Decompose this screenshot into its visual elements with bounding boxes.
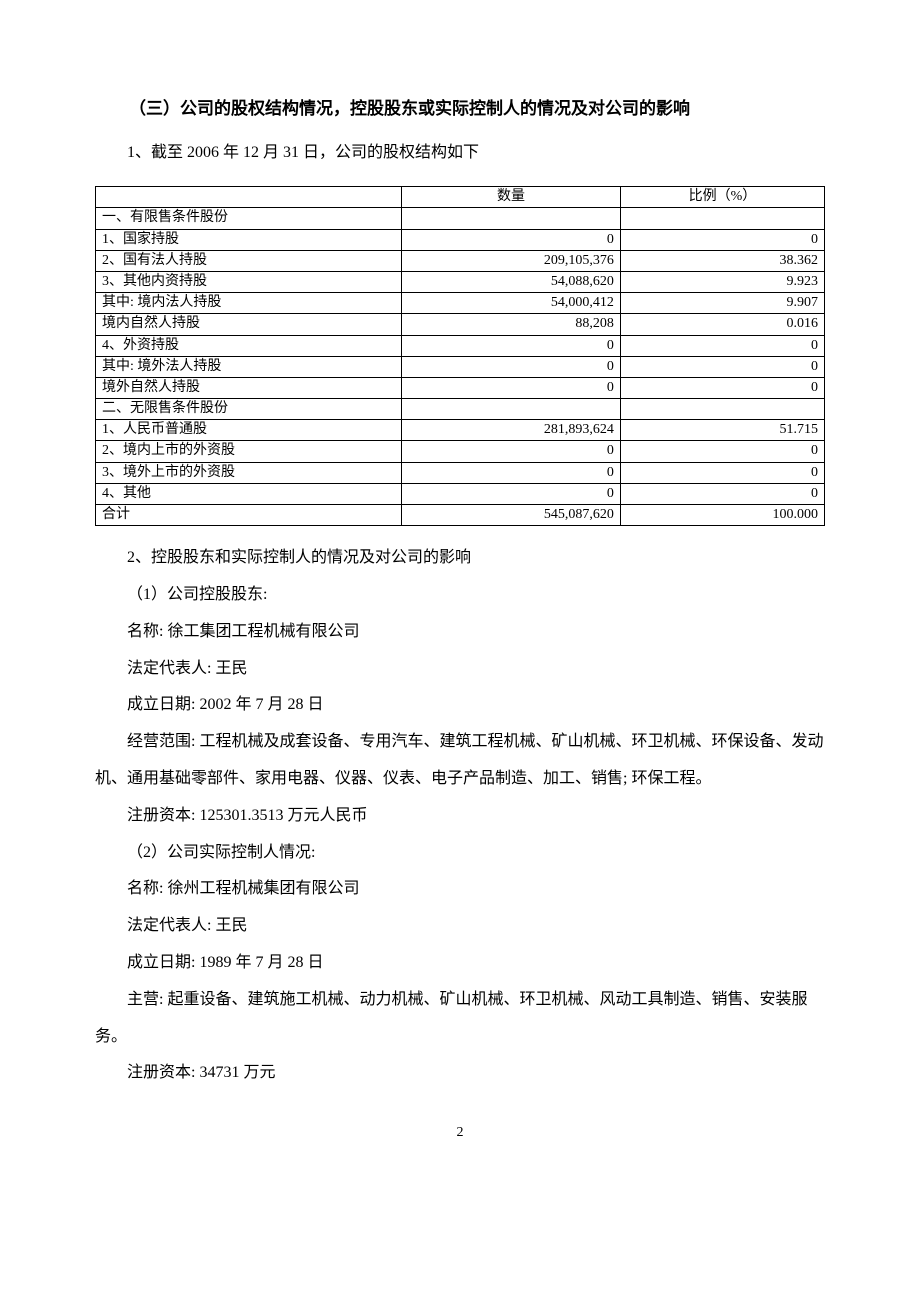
table-cell-label: 1、国家持股 [96,229,402,250]
table-cell-pct: 0 [620,356,824,377]
table-cell-qty: 54,000,412 [402,293,621,314]
table-cell-label: 一、有限售条件股份 [96,208,402,229]
table-cell-qty: 0 [402,335,621,356]
table-cell-qty: 545,087,620 [402,505,621,526]
table-cell-pct [620,208,824,229]
table-cell-pct: 0 [620,483,824,504]
table-cell-pct: 0 [620,377,824,398]
table-cell-qty: 0 [402,483,621,504]
table-header-row: 数量 比例（%） [96,187,825,208]
table-cell-qty: 0 [402,462,621,483]
table-cell-pct [620,399,824,420]
table-header-pct: 比例（%） [620,187,824,208]
shareholder1-date: 成立日期: 2002 年 7 月 28 日 [95,687,825,724]
table-cell-label: 其中: 境内法人持股 [96,293,402,314]
shareholder2-date: 成立日期: 1989 年 7 月 28 日 [95,945,825,982]
equity-structure-table: 数量 比例（%） 一、有限售条件股份1、国家持股002、国有法人持股209,10… [95,186,825,526]
table-cell-pct: 100.000 [620,505,824,526]
table-cell-qty [402,208,621,229]
table-cell-qty: 54,088,620 [402,271,621,292]
table-cell-qty: 88,208 [402,314,621,335]
table-cell-pct: 0 [620,441,824,462]
table-row: 1、国家持股00 [96,229,825,250]
table-cell-label: 二、无限售条件股份 [96,399,402,420]
shareholder2-scope: 主营: 起重设备、建筑施工机械、动力机械、矿山机械、环卫机械、风动工具制造、销售… [95,982,825,1056]
paragraph-intro-1: 1、截至 2006 年 12 月 31 日，公司的股权结构如下 [95,135,825,172]
table-cell-pct: 0 [620,335,824,356]
paragraph-intro-2: 2、控股股东和实际控制人的情况及对公司的影响 [95,540,825,577]
table-cell-pct: 0 [620,229,824,250]
table-cell-qty: 0 [402,377,621,398]
table-cell-qty: 281,893,624 [402,420,621,441]
table-cell-label: 4、外资持股 [96,335,402,356]
table-cell-label: 合计 [96,505,402,526]
table-cell-qty: 209,105,376 [402,250,621,271]
section-heading: （三）公司的股权结构情况，控股股东或实际控制人的情况及对公司的影响 [95,90,825,127]
page-number: 2 [95,1120,825,1147]
table-cell-label: 2、国有法人持股 [96,250,402,271]
shareholder1-legal: 法定代表人: 王民 [95,651,825,688]
table-header-blank [96,187,402,208]
table-row: 其中: 境内法人持股54,000,4129.907 [96,293,825,314]
shareholder2-title: （2）公司实际控制人情况: [95,835,825,872]
table-cell-label: 2、境内上市的外资股 [96,441,402,462]
table-cell-pct: 9.923 [620,271,824,292]
table-row: 3、其他内资持股54,088,6209.923 [96,271,825,292]
table-header-qty: 数量 [402,187,621,208]
shareholder2-capital: 注册资本: 34731 万元 [95,1055,825,1092]
shareholder1-scope: 经营范围: 工程机械及成套设备、专用汽车、建筑工程机械、矿山机械、环卫机械、环保… [95,724,825,798]
table-cell-pct: 38.362 [620,250,824,271]
table-cell-label: 其中: 境外法人持股 [96,356,402,377]
table-row: 合计545,087,620100.000 [96,505,825,526]
table-cell-label: 4、其他 [96,483,402,504]
shareholder1-capital: 注册资本: 125301.3513 万元人民币 [95,798,825,835]
table-cell-pct: 9.907 [620,293,824,314]
table-cell-qty: 0 [402,356,621,377]
shareholder2-legal: 法定代表人: 王民 [95,908,825,945]
table-cell-qty [402,399,621,420]
table-row: 1、人民币普通股281,893,62451.715 [96,420,825,441]
table-cell-qty: 0 [402,441,621,462]
table-cell-pct: 0.016 [620,314,824,335]
table-row: 境外自然人持股00 [96,377,825,398]
table-cell-pct: 51.715 [620,420,824,441]
shareholder1-title: （1）公司控股股东: [95,577,825,614]
table-cell-label: 1、人民币普通股 [96,420,402,441]
table-row: 2、国有法人持股209,105,37638.362 [96,250,825,271]
table-cell-label: 境内自然人持股 [96,314,402,335]
table-row: 4、其他00 [96,483,825,504]
table-row: 4、外资持股00 [96,335,825,356]
table-cell-label: 境外自然人持股 [96,377,402,398]
shareholder2-name: 名称: 徐州工程机械集团有限公司 [95,871,825,908]
table-row: 3、境外上市的外资股00 [96,462,825,483]
table-row: 一、有限售条件股份 [96,208,825,229]
table-cell-qty: 0 [402,229,621,250]
table-cell-label: 3、其他内资持股 [96,271,402,292]
table-row: 二、无限售条件股份 [96,399,825,420]
table-row: 境内自然人持股88,2080.016 [96,314,825,335]
shareholder1-name: 名称: 徐工集团工程机械有限公司 [95,614,825,651]
table-row: 2、境内上市的外资股00 [96,441,825,462]
table-row: 其中: 境外法人持股00 [96,356,825,377]
table-cell-label: 3、境外上市的外资股 [96,462,402,483]
table-cell-pct: 0 [620,462,824,483]
